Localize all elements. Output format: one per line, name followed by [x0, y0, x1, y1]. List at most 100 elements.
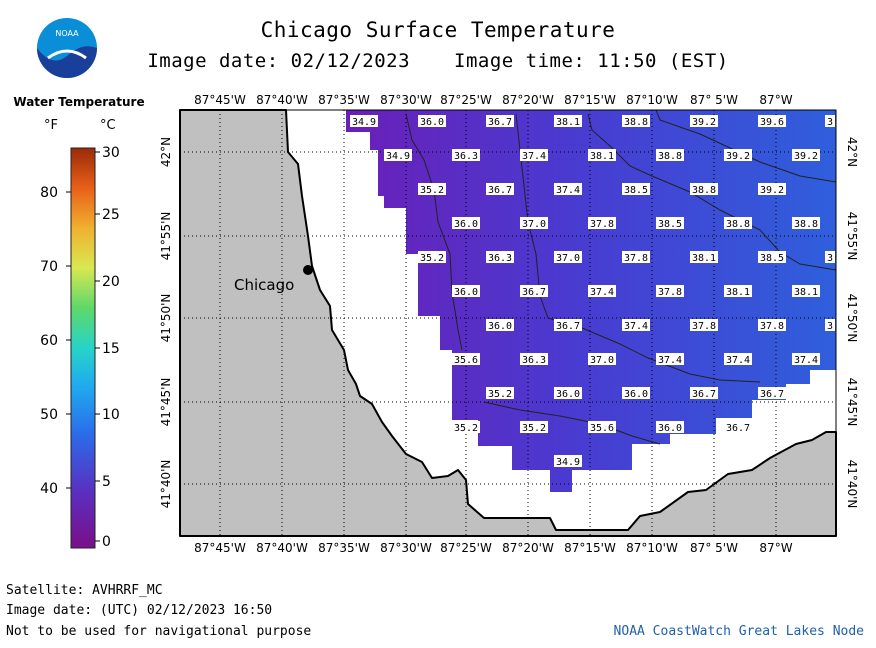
temperature-label: 37.8: [690, 319, 718, 332]
latitude-labels-left: 42°N 41°55'N 41°50'N 41°45'N 41°40'N: [159, 137, 173, 509]
longitude-label: 87°20'W: [502, 541, 554, 555]
temperature-label-box: [520, 353, 548, 365]
temperature-value: 36.7: [522, 287, 546, 298]
temperature-label: 36.3: [452, 149, 480, 162]
temperature-value: 37.0: [590, 355, 614, 366]
temperature-value: 38.1: [692, 253, 716, 264]
temperature-label-box: [758, 319, 786, 331]
temperature-value: 35.2: [420, 185, 444, 196]
temperature-label-box: [690, 251, 718, 263]
temperature-label: 35.2: [418, 183, 446, 196]
temperature-value: 35.2: [488, 389, 512, 400]
temperature-value: 35.2: [454, 423, 478, 434]
temperature-label-box: [690, 115, 718, 127]
temperature-label: 38.1: [690, 251, 718, 264]
temperature-value: 36.0: [454, 287, 478, 298]
temperature-labels: 34.9 36.0 36.7 38.1 38.8 39.2 39.6 3 34.9 36.3 37.…: [350, 115, 835, 468]
latitude-label: 41°40'N: [159, 460, 173, 509]
temperature-label-box: [486, 115, 514, 127]
temperature-value: 38.1: [590, 151, 614, 162]
temperature-label-box: [656, 149, 684, 161]
latitude-label: 41°50'N: [845, 294, 859, 343]
temperature-label-box: [520, 285, 548, 297]
temperature-value: 36.7: [760, 389, 784, 400]
temperature-value: 37.4: [658, 355, 682, 366]
temperature-label: 36.7: [486, 115, 514, 128]
temperature-label-box: [554, 319, 582, 331]
temperature-label: 3: [825, 115, 835, 128]
temperature-label-box: [588, 285, 616, 297]
image-time: Image time: 11:50 (EST): [454, 50, 729, 72]
temperature-label: 36.0: [656, 421, 684, 434]
navigation-disclaimer: Not to be used for navigational purpose: [6, 624, 312, 639]
temperature-label: 36.0: [452, 217, 480, 230]
latitude-label: 41°40'N: [845, 460, 859, 509]
temperature-label: 36.3: [520, 353, 548, 366]
temperature-value: 39.2: [692, 117, 716, 128]
temperature-label-box: [622, 387, 650, 399]
image-date: Image date: 02/12/2023: [147, 50, 411, 72]
temperature-value: 37.4: [624, 321, 648, 332]
temperature-label-box: [724, 149, 752, 161]
temperature-value: 36.0: [488, 321, 512, 332]
temperature-label: 39.2: [690, 115, 718, 128]
temperature-value: 38.5: [658, 219, 682, 230]
temperature-label-box: [690, 183, 718, 195]
temperature-label: 37.4: [554, 183, 582, 196]
temperature-label: 36.3: [486, 251, 514, 264]
latitude-label: 41°50'N: [159, 294, 173, 343]
temperature-value: 36.3: [488, 253, 512, 264]
temperature-label-box: [622, 115, 650, 127]
temperature-label-box: [825, 319, 835, 331]
temperature-value: 35.2: [420, 253, 444, 264]
temperature-value: 38.8: [726, 219, 750, 230]
longitude-labels-top: 87°45'W 87°40'W 87°35'W 87°30'W 87°25'W 87°20…: [194, 93, 793, 107]
temperature-label: 38.1: [588, 149, 616, 162]
temperature-label-box: [690, 387, 718, 399]
temperature-label: 37.8: [758, 319, 786, 332]
temperature-label: 38.5: [758, 251, 786, 264]
temperature-label: 37.0: [554, 251, 582, 264]
temperature-label-box: [520, 149, 548, 161]
latitude-labels-right: 42°N 41°55'N 41°50'N 41°45'N 41°40'N: [845, 137, 859, 509]
utc-image-date: Image date: (UTC) 02/12/2023 16:50: [6, 603, 273, 618]
temperature-value: 36.0: [658, 423, 682, 434]
temperature-value: 37.8: [760, 321, 784, 332]
temperature-label-box: [758, 115, 786, 127]
temperature-value: 3: [827, 321, 833, 332]
temperature-label: 36.0: [622, 387, 650, 400]
temperature-label: 3: [825, 251, 835, 264]
temperature-label: 34.9: [384, 149, 412, 162]
longitude-label: 87°W: [759, 93, 792, 107]
temperature-label-box: [792, 217, 820, 229]
credit-link[interactable]: NOAA CoastWatch Great Lakes Node: [613, 624, 864, 639]
temperature-value: 36.7: [488, 117, 512, 128]
longitude-labels-bottom: 87°45'W 87°40'W 87°35'W 87°30'W 87°25'W 87°20…: [194, 541, 793, 555]
temperature-value: 37.0: [556, 253, 580, 264]
longitude-label: 87°35'W: [318, 93, 370, 107]
temperature-label-box: [452, 217, 480, 229]
chicago-label: Chicago: [234, 276, 294, 294]
temperature-label-box: [825, 115, 835, 127]
longitude-label: 87°40'W: [256, 541, 308, 555]
latitude-label: 41°55'N: [845, 212, 859, 261]
temperature-label: 38.8: [724, 217, 752, 230]
temperature-label-box: [825, 251, 835, 263]
longitude-label: 87°30'W: [380, 93, 432, 107]
temperature-value: 34.9: [386, 151, 410, 162]
temperature-label-box: [452, 285, 480, 297]
map-gridlines: [180, 110, 836, 536]
latitude-label: 41°45'N: [159, 378, 173, 427]
longitude-label: 87°W: [759, 541, 792, 555]
legend-c-tick-label: 20: [102, 274, 120, 290]
temperature-label: 37.8: [656, 285, 684, 298]
temperature-label-box: [724, 285, 752, 297]
temperature-value: 38.1: [794, 287, 818, 298]
temperature-label-box: [350, 115, 378, 127]
temperature-label-box: [520, 421, 548, 433]
temperature-value: 36.0: [624, 389, 648, 400]
temperature-label-box: [656, 421, 684, 433]
longitude-label: 87°40'W: [256, 93, 308, 107]
temperature-value: 35.6: [454, 355, 478, 366]
